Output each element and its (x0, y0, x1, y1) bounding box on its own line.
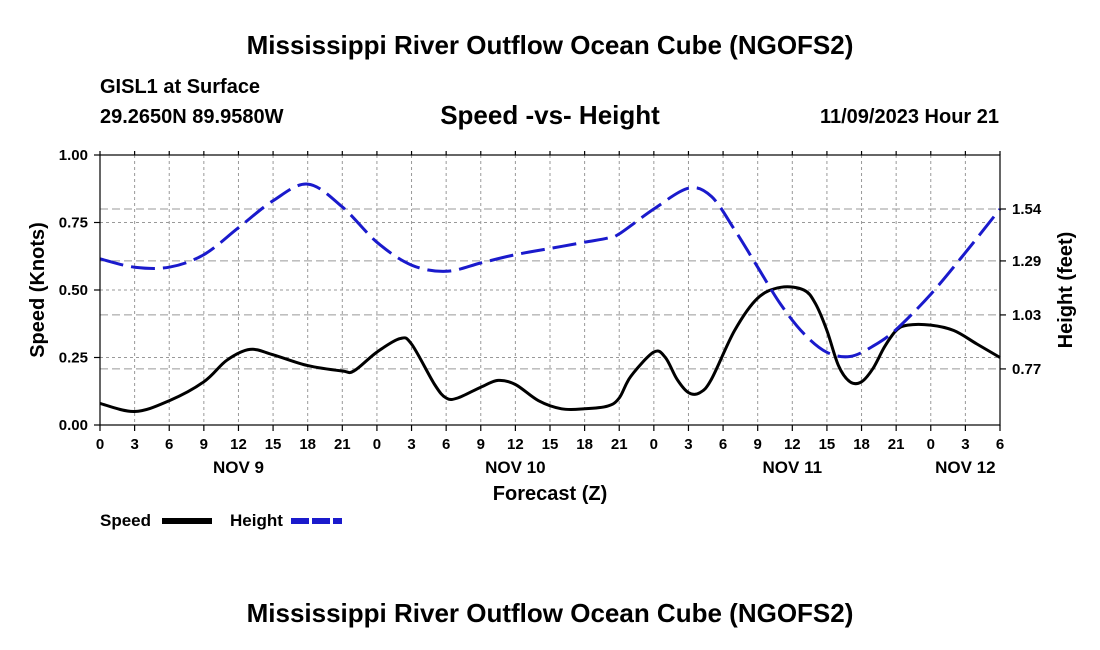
x-tick-label: 6 (165, 436, 173, 453)
chart-subtitle: Speed -vs- Height (440, 100, 660, 130)
y-right-tick-label: 1.54 (1012, 201, 1042, 218)
chart-title: Mississippi River Outflow Ocean Cube (NG… (246, 30, 854, 60)
x-tick-label: 21 (888, 436, 905, 453)
y-left-tick-label: 0.75 (59, 215, 88, 232)
x-tick-label: 0 (96, 436, 104, 453)
x-tick-label: 0 (927, 436, 935, 453)
y-left-tick-label: 0.25 (59, 350, 88, 367)
x-tick-label: 15 (542, 436, 559, 453)
x-tick-label: 3 (684, 436, 692, 453)
x-tick-label: 12 (507, 436, 524, 453)
y-right-tick-label: 1.29 (1012, 253, 1041, 270)
x-tick-label: 9 (200, 436, 208, 453)
forecast-datetime: 11/09/2023 Hour 21 (819, 106, 999, 128)
x-tick-label: 18 (576, 436, 593, 453)
x-tick-label: 0 (373, 436, 381, 453)
x-axis-title: Forecast (Z) (493, 483, 607, 505)
grid (100, 154, 1000, 426)
y-left-tick-label: 0.50 (59, 282, 88, 299)
day-label: NOV 11 (763, 458, 823, 477)
y-left-tick-label: 1.00 (59, 147, 88, 164)
x-tick-label: 3 (407, 436, 415, 453)
x-tick-label: 21 (334, 436, 351, 453)
legend: Speed Height (100, 511, 342, 530)
axis-labels: 0 3 6 9 12 15 18 21 0 3 6 9 12 15 18 21 0 3 6 9 12 15 18 21 0 3 6N… (27, 147, 1077, 505)
station-coordinates: 29.2650N 89.9580W (100, 106, 284, 128)
day-label: NOV 12 (935, 458, 995, 477)
footer-title: Mississippi River Outflow Ocean Cube (NG… (246, 598, 854, 628)
day-label: NOV 9 (213, 458, 264, 477)
station-label: GISL1 at Surface (100, 76, 261, 98)
x-tick-label: 6 (996, 436, 1004, 453)
y-left-tick-label: 0.00 (59, 417, 88, 434)
x-tick-label: 9 (754, 436, 762, 453)
y-right-axis-title: Height (feet) (1055, 232, 1077, 349)
y-right-tick-label: 1.03 (1012, 307, 1041, 324)
x-tick-label: 12 (784, 436, 801, 453)
speed-height-chart: 0 3 6 9 12 15 18 21 0 3 6 9 12 15 18 21 0 3 6 9 12 15 18 21 0 3 6N… (27, 147, 1077, 530)
legend-height-label: Height (230, 511, 283, 530)
x-tick-label: 0 (650, 436, 658, 453)
x-tick-label: 3 (961, 436, 969, 453)
series (99, 182, 1002, 414)
x-tick-label: 18 (299, 436, 316, 453)
axes (94, 151, 1006, 431)
day-label: NOV 10 (485, 458, 545, 477)
x-tick-label: 6 (442, 436, 450, 453)
speed-series-line (99, 285, 1001, 414)
x-tick-label: 21 (611, 436, 628, 453)
y-left-axis-title: Speed (Knots) (27, 222, 49, 358)
y-right-tick-label: 0.77 (1012, 361, 1041, 378)
x-tick-label: 15 (265, 436, 282, 453)
x-tick-label: 6 (719, 436, 727, 453)
x-tick-label: 9 (477, 436, 485, 453)
x-tick-label: 18 (853, 436, 870, 453)
legend-speed-label: Speed (100, 511, 151, 530)
x-tick-label: 15 (819, 436, 836, 453)
height-series-line (99, 182, 1002, 359)
x-tick-label: 12 (230, 436, 247, 453)
x-tick-label: 3 (130, 436, 138, 453)
